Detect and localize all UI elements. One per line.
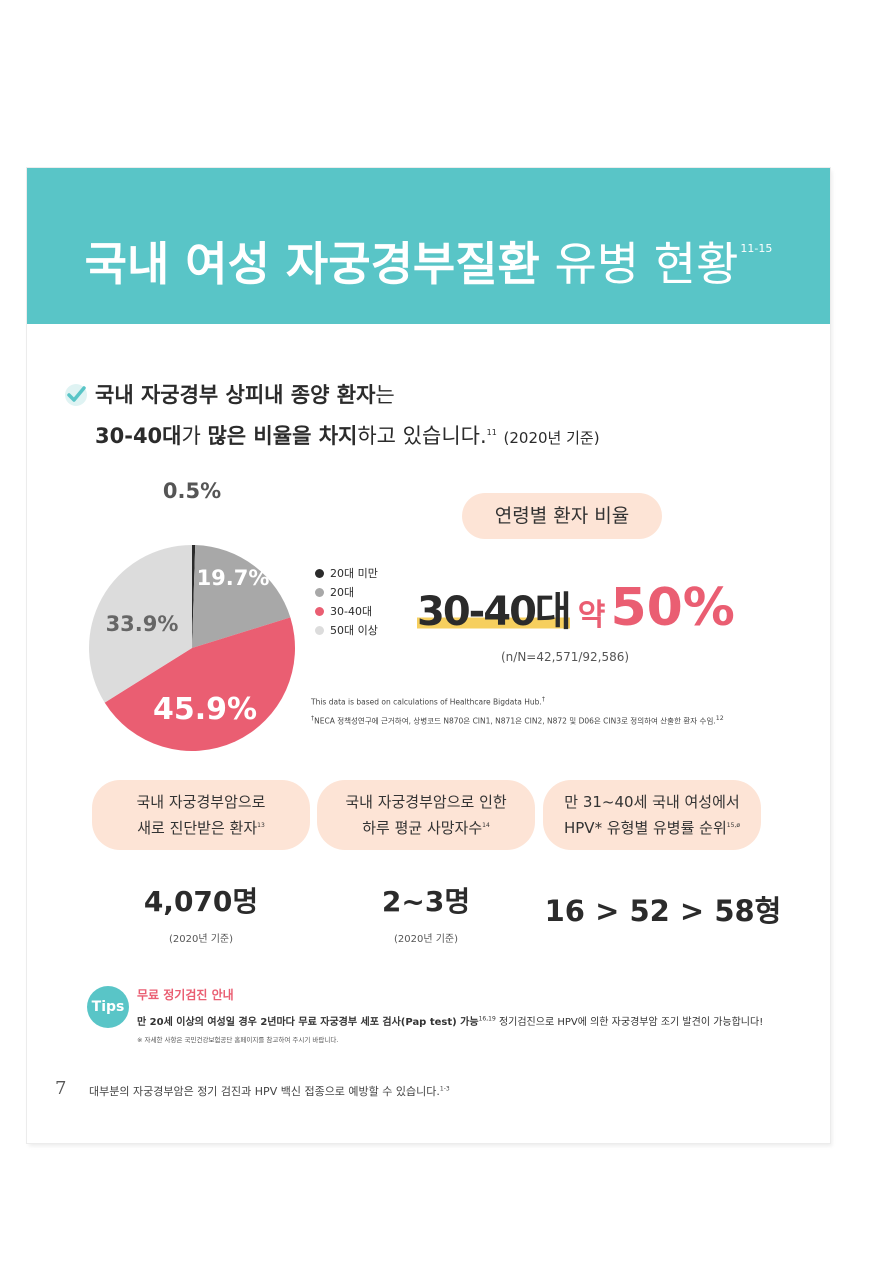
legend-item: 50대 이상 bbox=[315, 621, 378, 640]
headline-reference: 11 bbox=[486, 428, 497, 437]
pie-slice-2 bbox=[104, 617, 295, 751]
legend-item: 30-40대 bbox=[315, 602, 378, 621]
footer-text: 대부분의 자궁경부암은 정기 검진과 HPV 백신 접종으로 예방할 수 있습니… bbox=[89, 1083, 450, 1099]
age-ratio-stat: 30-40대 약 50% bbox=[417, 578, 735, 638]
ratio-approx: 약 bbox=[577, 598, 606, 633]
pie-legend: 20대 미만 20대 30-40대 50대 이상 bbox=[315, 564, 378, 640]
headline-line-1: 국내 자궁경부 상피내 종양 환자는 bbox=[67, 376, 600, 414]
tips-body-bold: 만 20세 이상의 여성일 경우 2년마다 무료 자궁경부 세포 검사(Pap … bbox=[137, 1017, 479, 1028]
page-title-reference: 11-15 bbox=[740, 242, 773, 255]
page-title-normal: 유병 현황 bbox=[554, 237, 739, 291]
source-note-2-mark: † bbox=[311, 715, 315, 722]
title-banner: 국내 여성 자궁경부질환 유병 현황 11-15 bbox=[27, 168, 830, 324]
page-number: 7 bbox=[55, 1078, 67, 1099]
pie-slice-3 bbox=[89, 545, 192, 703]
stat-label-line: HPV* 유형별 유병률 순위15,ø bbox=[563, 819, 740, 837]
pie-data-label: 19.7% bbox=[197, 566, 270, 590]
headline-text-a: 가 bbox=[181, 424, 208, 448]
legend-swatch bbox=[315, 607, 324, 616]
headline-subject: 국내 자궁경부 상피내 종양 환자 bbox=[95, 383, 376, 407]
legend-swatch bbox=[315, 588, 324, 597]
headline-note: (2020년 기준) bbox=[503, 429, 600, 447]
tips-badge: Tips bbox=[87, 986, 129, 1028]
page-title: 국내 여성 자궁경부질환 유병 현황 11-15 bbox=[27, 228, 830, 294]
legend-swatch bbox=[315, 569, 324, 578]
page-title-bold: 국내 여성 자궁경부질환 bbox=[84, 237, 540, 291]
pie-data-label: 0.5% bbox=[163, 479, 221, 503]
stat-value-new-patients: 4,070명 bbox=[143, 885, 259, 918]
stat-label-hpv-ranking: 만 31~40세 국내 여성에서 HPV* 유형별 유병률 순위15,ø bbox=[543, 780, 761, 850]
pie-data-label: 45.9% bbox=[153, 692, 257, 727]
legend-swatch bbox=[315, 626, 324, 635]
stat-value-hpv-ranking: 16 > 52 > 58형 bbox=[544, 894, 782, 928]
ratio-percent: 50% bbox=[610, 578, 735, 638]
stat-label-new-patients: 국내 자궁경부암으로 새로 진단받은 환자13 bbox=[92, 780, 310, 850]
headline-line-2: 30-40대가 많은 비율을 차지하고 있습니다.11 (2020년 기준) bbox=[67, 414, 600, 457]
source-note-1: This data is based on calculations of He… bbox=[311, 696, 545, 707]
legend-item: 20대 미만 bbox=[315, 564, 378, 583]
legend-item: 20대 bbox=[315, 583, 378, 602]
stat-label-line: 새로 진단받은 환자13 bbox=[137, 819, 265, 837]
source-note-2-reference: 12 bbox=[715, 715, 724, 722]
legend-label: 20대 bbox=[330, 586, 355, 599]
stat-note-new-patients: (2020년 기준) bbox=[168, 934, 234, 945]
footer-text-body: 대부분의 자궁경부암은 정기 검진과 HPV 백신 접종으로 예방할 수 있습니… bbox=[89, 1085, 440, 1098]
legend-label: 30-40대 bbox=[330, 605, 373, 618]
stat-note-daily-deaths: (2020년 기준) bbox=[393, 934, 459, 945]
tips-title: 무료 정기검진 안내 bbox=[137, 988, 234, 1002]
headline-particle: 는 bbox=[375, 383, 395, 407]
age-pie-chart: 0.5% 19.7% 45.9% 33.9% bbox=[89, 479, 295, 751]
headline-text-b: 하고 있습니다. bbox=[357, 424, 487, 448]
checkmark-icon bbox=[65, 384, 87, 406]
pie-slice-0 bbox=[192, 545, 196, 648]
pie-data-label: 33.9% bbox=[106, 612, 179, 636]
ratio-age-group: 30-40대 bbox=[417, 589, 572, 635]
source-note-2-text: NECA 정책성연구에 근거하여, 상병코드 N870은 CIN1, N871은… bbox=[314, 716, 716, 726]
tips-note: ※ 자세한 사항은 국민건강보험공단 홈페이지를 참고하여 주시기 바랍니다. bbox=[137, 1036, 339, 1044]
footer-reference: 1-3 bbox=[439, 1085, 450, 1093]
infographic-card: 국내 여성 자궁경부질환 유병 현황 11-15 국내 자궁경부 상피내 종양 환… bbox=[27, 168, 830, 1143]
legend-label: 20대 미만 bbox=[330, 567, 378, 580]
headline-emphasis: 많은 비율을 차지 bbox=[207, 424, 358, 448]
source-note-2: †NECA 정책성연구에 근거하여, 상병코드 N870은 CIN1, N871… bbox=[311, 715, 724, 727]
stat-label-line: 만 31~40세 국내 여성에서 bbox=[564, 793, 740, 811]
source-note-1-mark: † bbox=[541, 696, 545, 703]
stat-label-line: 국내 자궁경부암으로 bbox=[136, 793, 266, 811]
source-note-1-text: This data is based on calculations of He… bbox=[311, 697, 542, 707]
ratio-sample-size: (n/N=42,571/92,586) bbox=[501, 650, 630, 664]
stat-label-daily-deaths: 국내 자궁경부암으로 인한 하루 평균 사망자수14 bbox=[317, 780, 535, 850]
tips-body-rest: 정기검진으로 HPV에 의한 자궁경부암 조기 발견이 가능합니다! bbox=[495, 1017, 764, 1028]
pie-slice-1 bbox=[192, 545, 291, 648]
stat-label-line: 국내 자궁경부암으로 인한 bbox=[345, 793, 507, 811]
tips-body: 만 20세 이상의 여성일 경우 2년마다 무료 자궁경부 세포 검사(Pap … bbox=[137, 1013, 763, 1028]
stat-value-daily-deaths: 2~3명 bbox=[381, 885, 471, 918]
headline: 국내 자궁경부 상피내 종양 환자는 30-40대가 많은 비율을 차지하고 있… bbox=[65, 376, 600, 457]
stat-label-line: 하루 평균 사망자수14 bbox=[362, 819, 490, 837]
legend-label: 50대 이상 bbox=[330, 624, 378, 637]
headline-age: 30-40대 bbox=[95, 424, 182, 448]
tips-body-reference: 16,19 bbox=[478, 1015, 496, 1023]
age-ratio-label: 연령별 환자 비율 bbox=[462, 493, 662, 539]
